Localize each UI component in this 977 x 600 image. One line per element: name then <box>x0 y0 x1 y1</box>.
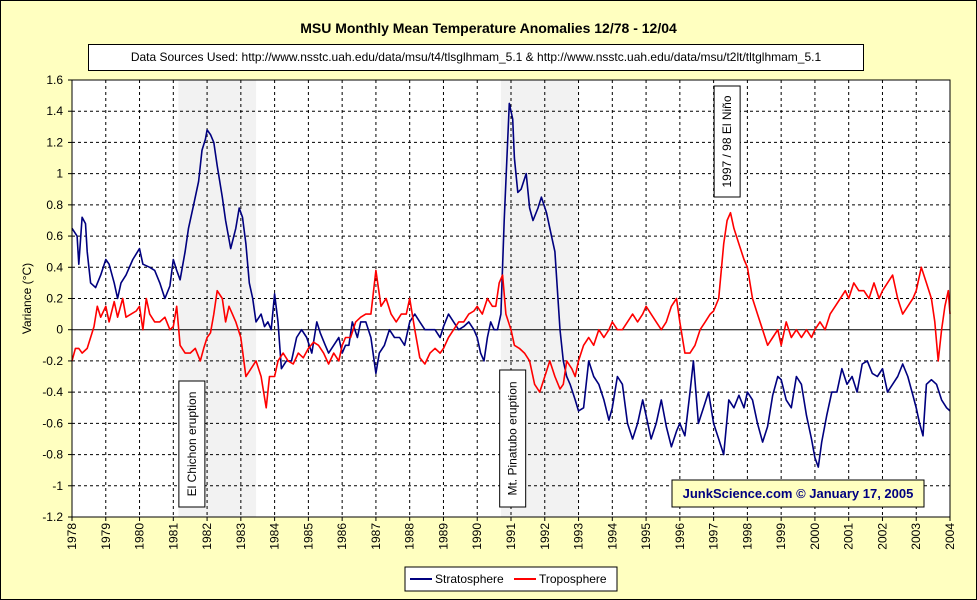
credit-box <box>671 479 925 508</box>
y-tick-label: 0 <box>56 323 63 337</box>
x-tick-label: 1995 <box>639 523 653 550</box>
y-tick-label: 0.8 <box>46 198 63 212</box>
chart-title: MSU Monthly Mean Temperature Anomalies 1… <box>300 20 677 36</box>
y-tick-label: 1.4 <box>46 104 63 118</box>
pinatubo-label: Mt. Pinatubo eruption <box>506 381 520 495</box>
y-axis-label: Variance (°C) <box>20 263 34 334</box>
y-tick-label: 1.6 <box>46 73 63 87</box>
x-tick-label: 1982 <box>200 523 214 550</box>
y-tick-label: 0.2 <box>46 292 63 306</box>
data-sources-box: Data Sources Used: http://www.nsstc.uah.… <box>88 44 864 71</box>
x-tick-label: 1994 <box>605 523 619 550</box>
x-tick-label: 1991 <box>504 523 518 550</box>
x-tick-label: 1978 <box>65 523 79 550</box>
x-tick-label: 1979 <box>99 523 113 550</box>
x-tick-label: 1999 <box>774 523 788 550</box>
x-tick-label: 1998 <box>740 523 754 550</box>
el-nino-label-box <box>713 85 741 198</box>
x-tick-label: 2004 <box>943 523 957 550</box>
el-nino-label: 1997 / 98 El Niño <box>720 95 734 187</box>
y-tick-label: 1.2 <box>46 135 63 149</box>
x-tick-label: 1983 <box>234 523 248 550</box>
y-tick-label: -0.2 <box>42 354 63 368</box>
pinatubo-label-box <box>499 369 527 508</box>
el-chichon-label: El Chichon eruption <box>185 392 199 497</box>
x-tick-label: 2000 <box>808 523 822 550</box>
x-tick-label: 1988 <box>403 523 417 550</box>
x-tick-label: 2002 <box>875 523 889 550</box>
x-tick-label: 1989 <box>436 523 450 550</box>
x-tick-label: 1992 <box>538 523 552 550</box>
x-tick-label: 1986 <box>335 523 349 550</box>
x-tick-label: 1996 <box>673 523 687 550</box>
y-tick-label: 1 <box>56 167 63 181</box>
y-tick-label: -0.8 <box>42 448 63 462</box>
credit-label: JunkScience.com © January 17, 2005 <box>683 486 914 501</box>
x-tick-label: 2001 <box>842 523 856 550</box>
x-tick-label: 1981 <box>166 523 180 550</box>
y-tick-label: 0.4 <box>46 260 63 274</box>
legend-label-troposphere: Troposphere <box>539 572 607 586</box>
x-tick-label: 1987 <box>369 523 383 550</box>
x-tick-label: 1997 <box>707 523 721 550</box>
y-tick-label: 0.6 <box>46 229 63 243</box>
series-line-stratosphere <box>71 102 951 468</box>
x-tick-label: 1990 <box>470 523 484 550</box>
y-tick-label: -1.2 <box>42 510 63 524</box>
x-tick-label: 1993 <box>572 523 586 550</box>
x-tick-label: 1984 <box>268 523 282 550</box>
legend-box <box>404 566 618 592</box>
x-tick-label: 2003 <box>909 523 923 550</box>
series-line-troposphere <box>71 211 951 409</box>
legend-label-stratosphere: Stratosphere <box>435 572 504 586</box>
x-tick-label: 1980 <box>133 523 147 550</box>
y-tick-label: -1 <box>52 479 63 493</box>
el-chichon-label-box <box>178 380 206 508</box>
y-tick-label: -0.6 <box>42 416 63 430</box>
x-tick-label: 1985 <box>301 523 315 550</box>
y-tick-label: -0.4 <box>42 385 63 399</box>
